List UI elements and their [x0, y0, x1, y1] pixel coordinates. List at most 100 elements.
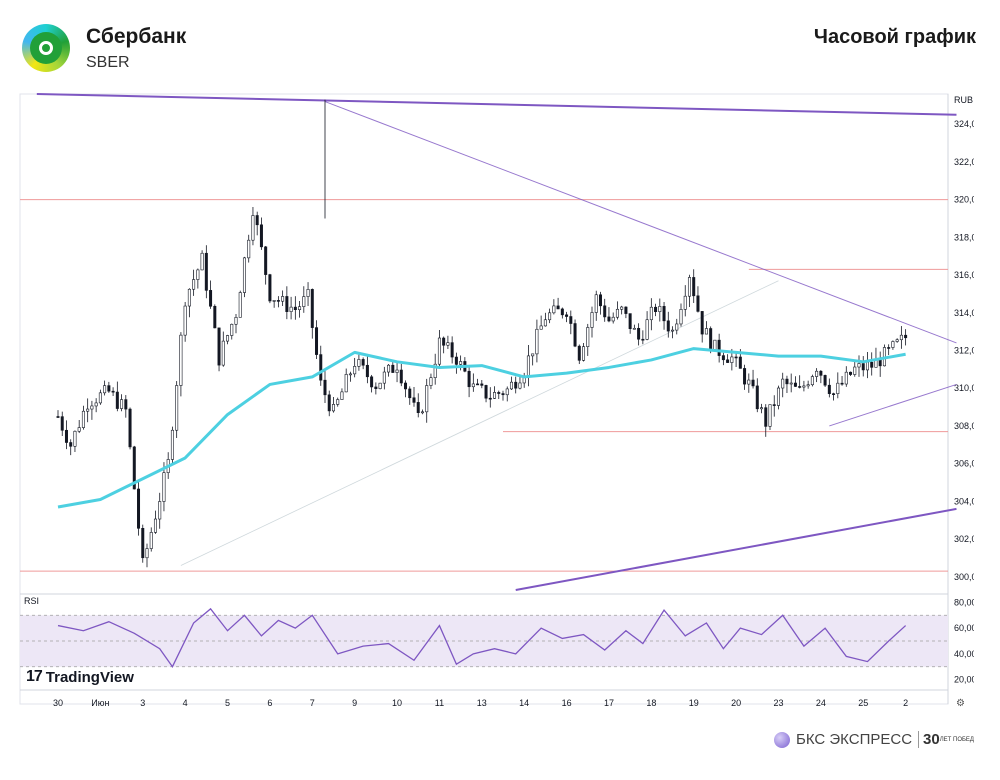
candle-body — [306, 289, 310, 297]
candle-body — [675, 323, 679, 331]
candle-body — [543, 319, 547, 327]
chart-settings-gear-icon: ⚙ — [956, 698, 965, 708]
tradingview-text: TradingView — [45, 668, 134, 686]
tradingview-watermark: 17 TradingView — [26, 668, 134, 686]
candle-body — [887, 347, 891, 349]
candle-body — [857, 363, 861, 368]
candle-body — [230, 323, 234, 336]
candle-body — [484, 385, 488, 399]
time-tick-label: 13 — [477, 698, 487, 708]
candle-body — [662, 306, 666, 322]
tradingview-logo-icon: 17 — [26, 668, 43, 685]
candle-body — [751, 379, 755, 387]
candle-body — [336, 399, 340, 405]
candle-body — [272, 300, 276, 302]
price-tick-label: 304,00 — [954, 496, 974, 506]
rsi-tick-label: 80,00 — [954, 597, 974, 607]
candle-body — [535, 328, 539, 355]
candle-body — [552, 305, 556, 314]
candle-body — [624, 306, 628, 314]
candle-body — [548, 312, 552, 321]
candle-body — [607, 316, 611, 322]
candle-body — [904, 334, 908, 339]
candle-body — [323, 379, 327, 396]
candle-body — [73, 430, 77, 447]
candle-body — [565, 314, 569, 317]
candle-body — [442, 337, 446, 346]
candle-body — [158, 501, 162, 520]
candle-body — [891, 341, 895, 348]
bcs-brand-name: БКС ЭКСПРЕСС — [795, 731, 913, 748]
time-tick-label: 23 — [773, 698, 783, 708]
price-chart[interactable]: RUB324,00322,00320,00318,00316,00314,003… — [14, 90, 982, 709]
candle-body — [509, 381, 513, 390]
time-tick-label: 20 — [731, 698, 741, 708]
candle-body — [217, 327, 221, 366]
moving-average-line — [57, 347, 906, 509]
candle-body — [776, 387, 780, 406]
time-tick-label: 4 — [183, 698, 188, 708]
candle-body — [370, 376, 374, 388]
candle-body — [704, 328, 708, 335]
candle-body — [145, 548, 149, 559]
candle-body — [832, 393, 836, 395]
candle-body — [603, 305, 607, 318]
candle-body — [899, 334, 903, 341]
candle-body — [378, 382, 382, 389]
candle-body — [204, 252, 208, 291]
candle-body — [823, 375, 827, 386]
candle-body — [319, 354, 323, 381]
candle-body — [183, 305, 187, 336]
candle-body — [781, 378, 785, 389]
candle-body — [56, 416, 60, 418]
candle-body — [582, 346, 586, 361]
lower-trend-line — [515, 507, 957, 591]
candle-body — [764, 407, 768, 427]
candle-body — [696, 295, 700, 312]
candle-body — [416, 402, 420, 413]
candle-body — [408, 388, 412, 399]
candle-body — [598, 294, 602, 307]
candle-body — [569, 316, 573, 324]
time-tick-label: 10 — [392, 698, 402, 708]
candle-body — [315, 327, 319, 355]
candle-body — [721, 355, 725, 361]
time-tick-label: 17 — [604, 698, 614, 708]
price-tick-label: 316,00 — [954, 270, 974, 280]
chart-container[interactable]: RUB324,00322,00320,00318,00316,00314,003… — [14, 90, 982, 709]
candle-body — [450, 342, 454, 358]
candle-body — [77, 427, 81, 432]
rsi-tick-label: 60,00 — [954, 623, 974, 633]
candle-body — [446, 342, 450, 346]
rsi-tick-label: 20,00 — [954, 675, 974, 685]
candle-body — [849, 371, 853, 375]
sberbank-logo-icon — [22, 24, 70, 72]
candle-body — [298, 306, 302, 311]
candle-body — [615, 308, 619, 318]
candle-body — [789, 382, 793, 385]
time-tick-label: 11 — [435, 698, 444, 708]
candles-group — [56, 99, 908, 568]
candle-body — [687, 277, 691, 297]
candle-body — [637, 327, 641, 340]
candle-body — [404, 382, 408, 390]
candle-body — [399, 369, 403, 384]
time-tick-label: 19 — [689, 698, 699, 708]
candle-body — [357, 359, 361, 367]
price-tick-label: 320,00 — [954, 195, 974, 205]
candle-body — [772, 404, 776, 406]
candle-body — [331, 404, 335, 412]
candle-body — [620, 306, 624, 310]
candle-body — [64, 429, 68, 443]
candle-body — [103, 385, 107, 394]
candle-body — [518, 382, 522, 389]
candle-body — [107, 385, 111, 392]
candle-body — [395, 369, 399, 373]
candle-body — [768, 404, 772, 427]
price-tick-label: 310,00 — [954, 383, 974, 393]
candle-body — [755, 385, 759, 410]
candle-body — [86, 408, 90, 412]
triangle-lower-line — [829, 383, 957, 427]
candle-body — [573, 323, 577, 347]
rsi-line — [57, 607, 907, 668]
